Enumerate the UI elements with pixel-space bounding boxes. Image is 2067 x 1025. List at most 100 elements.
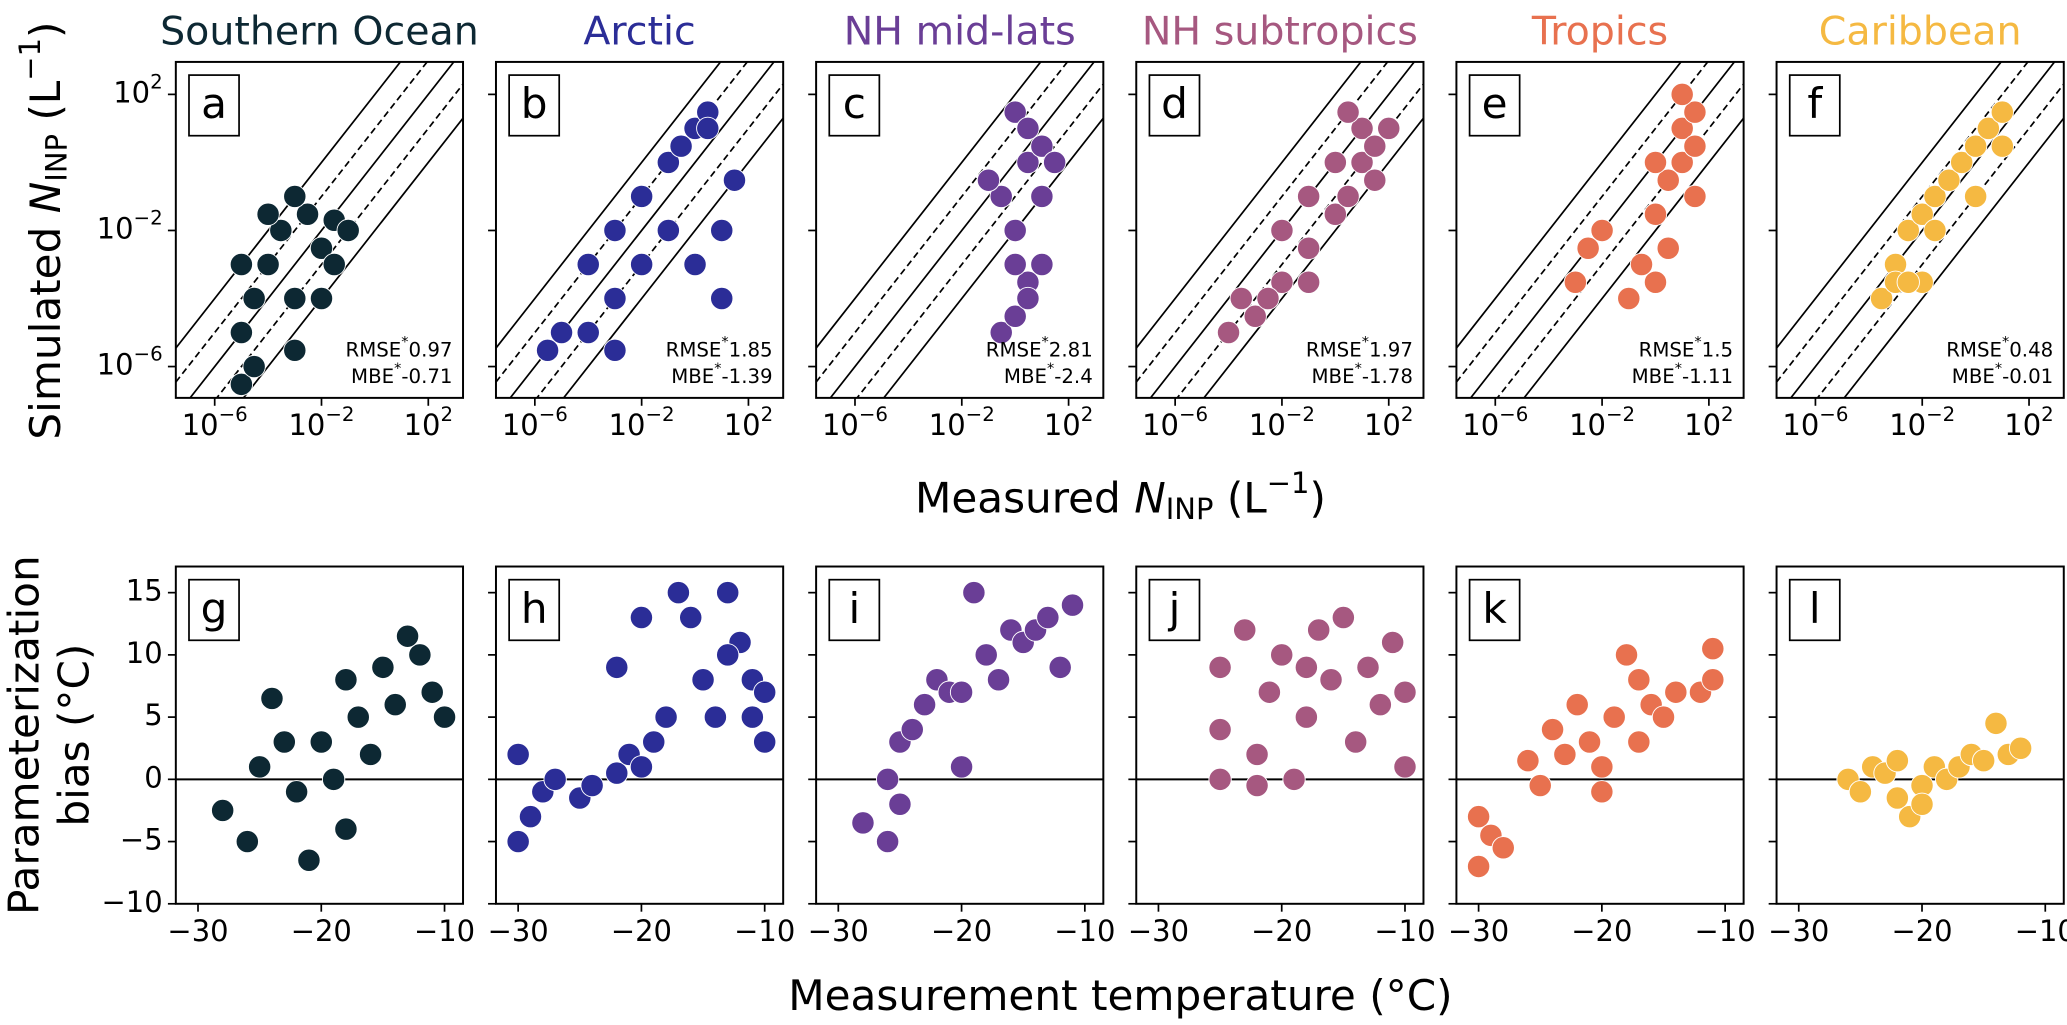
tick-base: 10 [97,348,134,382]
tick-base: −20 [1571,914,1632,948]
data-point [1393,755,1417,779]
tick-base: −10 [734,914,795,948]
data-point [1971,749,1996,773]
tick-exponent: −2 [646,403,675,426]
data-point [1003,252,1027,277]
data-point [1296,236,1321,260]
stat-mark: * [1042,335,1049,351]
data-point [1319,668,1343,692]
data-point [256,252,280,277]
data-point [974,643,998,667]
data-point [1208,655,1232,679]
ratio-line [1776,61,2003,349]
panel-letter: k [1482,584,1507,633]
data-point [722,168,747,192]
panel-title: Tropics [1531,9,1668,55]
data-point [1614,643,1639,667]
stat-name: RMSE [986,338,1042,361]
tick-base: 10 [1782,408,1819,442]
ratio-line [1456,61,1683,349]
stat-name: RMSE [1306,338,1362,361]
x-tick-label: 102 [1364,403,1413,442]
data-point [1016,116,1040,141]
tick-base: −10 [1374,914,1435,948]
stat-annotation: RMSE*1.85 [666,335,773,361]
data-point [576,320,600,345]
plot-area [816,61,1104,398]
panel-letter: c [843,79,866,128]
data-point [1350,116,1374,141]
stat-value: -1.11 [1682,364,1733,387]
stat-value: 1.5 [1702,338,1733,361]
label-symbol: N [1134,473,1166,522]
data-point [1377,116,1401,141]
tick-exponent: −2 [325,403,354,426]
data-point [1380,630,1405,655]
x-tick-label: −30 [167,914,228,948]
data-point [1233,618,1257,642]
data-point [518,805,543,829]
axis-label: Parameterization [0,555,48,915]
tick-base: 10 [126,636,163,670]
tick-exponent: 2 [1721,403,1734,426]
data-point [383,693,407,717]
data-point [1643,150,1668,175]
data-point [666,580,691,605]
data-point [1990,134,2014,158]
data-point [1256,286,1280,311]
label-prefix: Simulated [21,213,70,439]
stat-annotation: MBE*-0.71 [351,361,452,387]
data-point [949,755,974,779]
data-point [295,202,320,226]
y-tick-label: 102 [113,70,162,109]
panel: −30 −20 −10 k [1448,565,1756,948]
tick-base: 10 [288,408,325,442]
tick-base: 10 [1044,408,1081,442]
stat-mark: * [1675,361,1682,377]
panel-letter: j [1168,584,1181,633]
data-point [260,686,284,711]
data-point [710,218,734,243]
data-point [629,184,654,209]
tick-base: −20 [1251,914,1312,948]
data-point [1627,668,1651,692]
data-point [740,705,765,729]
data-point [242,354,266,379]
data-point [900,717,924,742]
x-tick-label: −30 [1768,914,1829,948]
stat-mark: * [1362,335,1369,351]
label-superscript: −1 [1267,466,1310,500]
data-point [1229,286,1253,311]
data-point [506,829,530,854]
x-tick-label: −20 [1251,914,1312,948]
tick-base: 10 [929,408,966,442]
data-point [283,286,307,311]
panel: −30 −20 −10 l [1768,565,2067,948]
data-point [506,742,530,767]
panel: −30 −20 −10 −10 −5 0 5 10 15 g [102,565,475,948]
tick-exponent: −6 [1499,403,1528,426]
data-point [1368,693,1392,717]
data-point [408,643,432,667]
plot-area [1776,711,2064,829]
panel-letter-box [1788,74,1841,137]
stat-name: RMSE [1946,338,2002,361]
ratio-line [1136,61,1389,383]
data-point [1590,218,1614,243]
data-point [1670,116,1694,141]
y-tick-label: 0 [144,760,162,794]
tick-base: 5 [144,698,162,732]
panel-frame [1135,565,1425,905]
y-tick-label: 10−2 [97,206,163,245]
data-point [1910,792,1934,816]
data-point [1294,705,1319,729]
label-unit: (L [1213,473,1267,522]
y-tick-label: 15 [126,574,163,608]
data-point [1590,780,1614,804]
data-point [875,829,900,854]
x-tick-label: 102 [404,403,453,442]
panel-frame [1455,565,1745,905]
x-tick-label: 102 [724,403,773,442]
data-point [710,286,734,311]
